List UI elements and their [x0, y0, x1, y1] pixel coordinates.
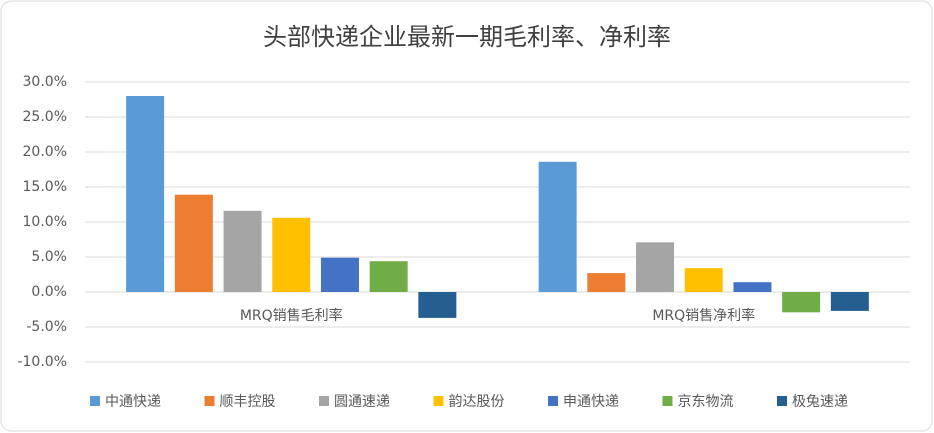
legend-label: 京东物流: [678, 394, 734, 410]
y-tick-label: 20.0%: [23, 144, 67, 160]
bar: [782, 292, 821, 313]
x-tick-label: MRQ销售毛利率: [240, 307, 343, 324]
y-tick-label: 25.0%: [23, 109, 67, 125]
bar: [320, 257, 359, 292]
bar: [684, 268, 723, 292]
x-tick-label: MRQ销售净利率: [652, 307, 755, 324]
bar: [418, 292, 457, 318]
bar: [830, 292, 869, 311]
bar: [223, 210, 262, 292]
bar: [538, 161, 577, 292]
bar: [174, 194, 213, 292]
legend-swatch: [777, 396, 787, 406]
y-tick-label: -5.0%: [26, 319, 67, 335]
legend-swatch: [204, 396, 215, 406]
legend-swatch: [662, 396, 673, 406]
bar: [272, 217, 311, 292]
legend-label: 极兔速递: [792, 394, 848, 410]
legend-label: 中通快递: [105, 394, 161, 410]
legend-swatch: [433, 396, 444, 406]
legend-swatch: [548, 396, 558, 406]
bar: [733, 282, 772, 292]
legend-label: 申通快递: [563, 394, 619, 410]
y-tick-label: 15.0%: [23, 179, 67, 195]
legend-label: 顺丰控股: [220, 394, 276, 410]
y-tick-label: 0.0%: [31, 284, 67, 300]
legend-swatch: [90, 396, 100, 406]
legend-label: 圆通速递: [334, 394, 390, 410]
bar: [369, 261, 408, 292]
bar: [126, 96, 165, 292]
y-tick-label: 5.0%: [31, 249, 67, 265]
bar: [636, 242, 675, 292]
legend-label: 韵达股份: [449, 394, 505, 410]
chart-title: 头部快递企业最新一期毛利率、净利率: [263, 23, 671, 51]
y-tick-label: 10.0%: [23, 214, 67, 230]
y-tick-label: 30.0%: [23, 74, 67, 90]
bar: [587, 273, 626, 292]
legend-swatch: [319, 396, 329, 406]
y-tick-label: -10.0%: [17, 354, 67, 370]
